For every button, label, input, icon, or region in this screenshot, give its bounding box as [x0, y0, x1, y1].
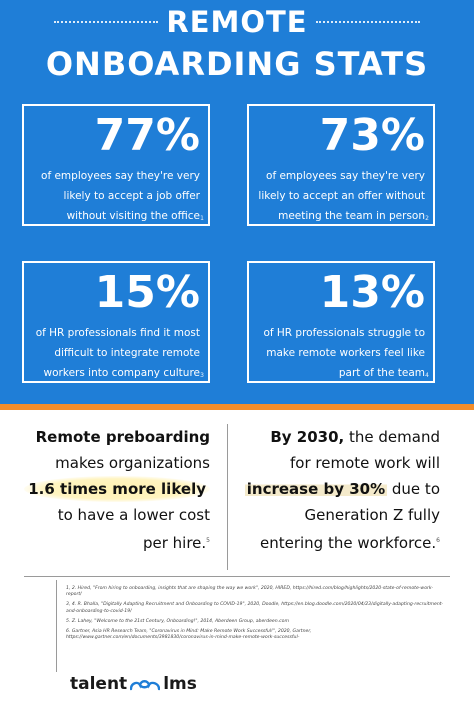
stat-line: part of the team	[338, 367, 425, 379]
stat-line: likely to accept a job offer	[63, 190, 200, 202]
stat-description: of HR professionals struggle to make rem…	[255, 323, 425, 383]
page-title-line2: ONBOARDING STATS	[45, 45, 429, 83]
hero-section: REMOTE ONBOARDING STATS 77% of employees…	[0, 0, 474, 404]
footnote-number: 3	[200, 372, 204, 379]
stat-description: of employees say they're very likely to …	[255, 166, 425, 226]
stat-percent: 13%	[319, 267, 425, 318]
stat-heading: By 2030,	[270, 428, 345, 446]
stat-text: the demand	[344, 428, 440, 446]
stat-line: to have a lower cost	[57, 506, 210, 524]
logo-text-left: talent	[70, 674, 128, 694]
stat-heading: Remote preboarding	[35, 428, 210, 446]
stat-line: likely to accept an offer without	[258, 190, 425, 202]
column-divider	[227, 424, 228, 570]
stat-description: of employees say they're very likely to …	[30, 166, 200, 226]
dotted-rule-right	[315, 21, 420, 23]
stat-card: 13% of HR professionals struggle to make…	[247, 261, 435, 383]
preboarding-stat: Remote preboarding makes organizations 1…	[14, 424, 210, 556]
stat-line: of HR professionals find it most	[35, 327, 200, 339]
footnote-number: 6	[436, 537, 440, 544]
stat-description: of HR professionals find it most difficu…	[30, 323, 200, 383]
highlighted-stat: 1.6 times more likely	[24, 476, 210, 502]
stat-line: workers into company culture	[43, 367, 200, 379]
stat-line: make remote workers feel like	[266, 347, 425, 359]
stat-line: per hire.	[142, 534, 207, 552]
talentlms-logo[interactable]: talent lms	[70, 672, 197, 696]
stat-card: 73% of employees say they're very likely…	[247, 104, 435, 226]
footnote-number: 4	[425, 372, 429, 379]
footer-rule	[56, 580, 57, 672]
stat-line: for remote work will	[290, 454, 440, 472]
page-title-line1: REMOTE	[166, 5, 308, 39]
references: 1, 2. Hired, "From hiring to onboarding,…	[66, 586, 446, 645]
stat-card: 15% of HR professionals find it most dif…	[22, 261, 210, 383]
accent-bar	[0, 404, 474, 410]
stat-text: due to	[387, 480, 440, 498]
reference-item: 6. Gartner, Asia HR Research Team, "Coro…	[66, 629, 312, 641]
footnote-number: 2	[425, 215, 429, 222]
stat-line: difficult to integrate remote	[54, 347, 200, 359]
stat-line: of HR professionals struggle to	[263, 327, 425, 339]
footnote-number: 1	[200, 215, 204, 222]
reference-item: 3, 4. R. Bhalla, "Digitally Adapting Rec…	[66, 602, 444, 614]
stat-line: of employees say they're very	[41, 170, 200, 182]
reference-item: 5. Z. Lahey, "Welcome to the 21st Centur…	[66, 618, 289, 624]
footnote-number: 5	[206, 537, 210, 544]
remote-work-stat: By 2030, the demand for remote work will…	[232, 424, 440, 556]
stat-line: Generation Z fully	[304, 506, 441, 524]
logo-text-right: lms	[163, 674, 197, 694]
stat-line: entering the workforce.	[259, 534, 437, 552]
stat-percent: 77%	[94, 110, 200, 161]
clouds-icon	[130, 680, 161, 691]
stat-line: without visiting the office	[66, 210, 200, 222]
stat-line: makes organizations	[55, 454, 210, 472]
stat-card: 77% of employees say they're very likely…	[22, 104, 210, 226]
section-divider	[24, 576, 450, 577]
stat-line: of employees say they're very	[266, 170, 425, 182]
dotted-rule-left	[54, 21, 159, 23]
stat-line: meeting the team in person	[278, 210, 425, 222]
highlighted-stat: increase by 30%	[244, 480, 388, 498]
stat-percent: 73%	[319, 110, 425, 161]
stat-percent: 15%	[94, 267, 200, 318]
title-row: REMOTE	[0, 6, 474, 38]
reference-item: 1, 2. Hired, "From hiring to onboarding,…	[66, 586, 434, 598]
